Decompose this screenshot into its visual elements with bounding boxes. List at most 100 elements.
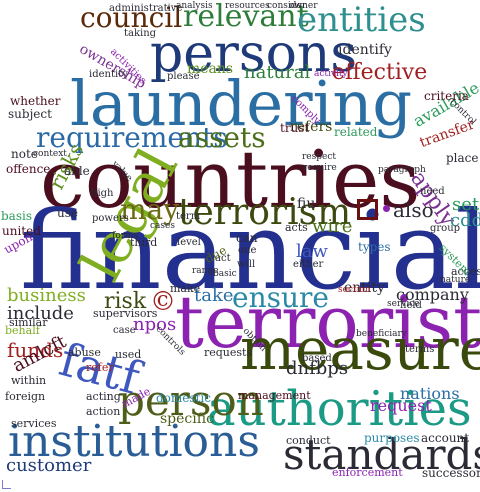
word-need: need — [420, 186, 445, 197]
word-council: council — [80, 1, 183, 34]
word-effective: effective — [332, 60, 428, 85]
word-administrative: administrative — [109, 3, 183, 14]
word-terrorism: terrorism — [178, 192, 352, 233]
word-specific: specific — [160, 411, 214, 427]
dot-glyph — [383, 205, 390, 212]
word-include: include — [7, 303, 74, 324]
word-united: united — [2, 224, 41, 238]
word-countries: countries — [40, 133, 421, 226]
word-assets: assets — [178, 121, 266, 154]
word-relevant: relevant — [183, 0, 309, 34]
word-fiu: fiu — [297, 196, 316, 212]
word-entity: entity — [344, 280, 385, 296]
word-terms: terms — [405, 344, 435, 355]
word-action: action — [86, 405, 121, 418]
word-criteria: criteria — [424, 89, 469, 103]
word-service: service — [387, 299, 420, 309]
word-financial: financial — [20, 189, 480, 314]
word-person: person — [118, 376, 264, 425]
word-subject: subject — [8, 107, 52, 121]
word-services: services — [11, 417, 57, 430]
word-act: act — [215, 253, 231, 264]
word-wire: wire — [312, 216, 353, 237]
word-natural: natural — [244, 62, 311, 83]
word-successor: successor — [422, 466, 480, 480]
word-ensure: ensure — [232, 281, 329, 314]
word-institutions: institutions — [8, 416, 260, 467]
square-glyph — [357, 199, 378, 220]
word-purposes: purposes — [364, 431, 420, 445]
word-basis: basis — [1, 209, 32, 223]
word-nature: nature — [440, 275, 471, 285]
word-management: management — [238, 389, 311, 402]
word-make: make — [170, 282, 201, 295]
word-funds: funds — [7, 338, 64, 362]
word-behalf: behalf — [5, 324, 40, 337]
word-law: law — [296, 241, 328, 262]
word-dnfbps: dnfbps — [286, 358, 349, 379]
word-nations: nations — [400, 384, 460, 403]
word-activity: activity — [314, 69, 348, 79]
word-request: request — [370, 396, 432, 415]
word-third: third — [130, 236, 158, 249]
word-supervisors: supervisors — [93, 307, 158, 320]
word-company: company — [396, 285, 469, 304]
word-risk: risk — [104, 289, 147, 314]
word-require: require — [303, 163, 337, 173]
word-taking: taking — [124, 28, 157, 39]
word-measures: measures — [240, 315, 480, 383]
word-whether: whether — [10, 94, 61, 108]
word-cases: cases — [150, 221, 175, 231]
word-one: one — [238, 245, 257, 256]
word-resources: resources — [225, 1, 270, 11]
word-note: note — [11, 147, 38, 161]
word-set: set — [452, 194, 480, 215]
word-take: take — [194, 285, 234, 306]
word-within: within — [11, 374, 47, 387]
word-also: also — [393, 198, 434, 222]
word-held: held — [400, 300, 422, 311]
word-case: case — [113, 325, 136, 336]
word-basic: basic — [213, 269, 237, 279]
word-foreign: foreign — [5, 390, 46, 403]
word-analysis: analysis — [176, 1, 213, 11]
word-requests: requests — [204, 346, 253, 359]
corner-mark — [2, 480, 11, 489]
word-may: may — [120, 193, 180, 226]
word-consider: consider — [267, 1, 307, 11]
word-npos: npos — [133, 314, 177, 335]
word-high: high — [91, 188, 114, 199]
word-beneficiary: beneficiary — [356, 329, 407, 339]
word-identify: identify — [338, 42, 392, 58]
word-enforcement: enforcement — [332, 466, 403, 479]
word-able: able — [64, 164, 90, 178]
word-range: range — [192, 266, 219, 276]
word-terrorist: terrorist — [175, 280, 480, 364]
word-place: place — [446, 151, 479, 165]
word-business: business — [7, 285, 86, 306]
word-will: will — [237, 259, 256, 270]
word-requirements: requirements — [36, 121, 228, 154]
word-paragraph: paragraph — [378, 165, 426, 175]
copyright-symbol: © — [150, 287, 176, 317]
word-related: related — [334, 125, 378, 139]
word-laundering: laundering — [70, 67, 413, 140]
word-used: used — [115, 348, 142, 361]
word-account: account — [421, 431, 470, 445]
word-customer: customer — [6, 455, 92, 476]
word-acting: acting — [86, 390, 121, 403]
word-based: based — [302, 353, 332, 364]
word-context: context — [33, 149, 67, 159]
word-domestic: domestic — [156, 391, 211, 405]
word-refer: refer — [86, 361, 114, 374]
word-forms: forms — [112, 231, 139, 241]
word-either: either — [293, 259, 324, 270]
word-persons: persons — [150, 24, 358, 84]
word-please: please — [167, 71, 200, 82]
word-authorities: authorities — [207, 381, 472, 437]
word-respect: respect — [302, 152, 336, 162]
word-can: can — [236, 231, 258, 245]
word-group: group — [430, 223, 461, 234]
